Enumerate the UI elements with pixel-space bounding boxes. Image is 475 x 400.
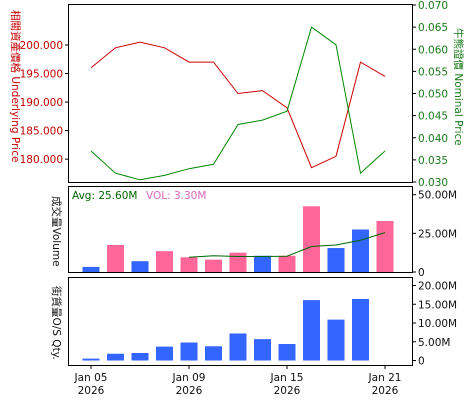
outstanding-bar [229, 333, 247, 361]
os-tick-label: 20.00M [418, 281, 457, 293]
left-tick-label: 195.000 [20, 69, 63, 81]
volume-bar [254, 255, 271, 272]
volume-axis-label: 成交量Volume [50, 196, 63, 267]
x-tick-year: 2026 [274, 385, 301, 397]
outstanding-bar [131, 353, 149, 361]
right-tick-label: 0.055 [418, 66, 448, 78]
right-tick-label: 0.070 [418, 0, 448, 12]
x-tick-year: 2026 [372, 385, 399, 397]
right-tick-label: 0.030 [418, 177, 448, 189]
volume-bar [131, 261, 149, 272]
outstanding-bar [278, 344, 296, 361]
outstanding-bar [180, 342, 198, 361]
volume-tick-label: 0 [418, 267, 425, 279]
volume-bar [303, 206, 320, 272]
volume-bar [352, 229, 369, 272]
os-tick-label: 5.00M [418, 337, 450, 349]
underlying-price-line [90, 41, 386, 169]
right-tick-label: 0.040 [418, 133, 448, 145]
outstanding-bar [303, 300, 320, 361]
x-tick-label: Jan 15 [270, 372, 304, 384]
os-tick-label: 0 [418, 356, 425, 368]
right-tick-label: 0.065 [418, 22, 448, 34]
volume-average-line [188, 232, 386, 258]
outstanding-bar [254, 339, 271, 361]
volume-bar [229, 252, 247, 272]
volume-tick-label: 25.00M [418, 228, 457, 240]
right-tick-label: 0.035 [418, 155, 448, 167]
volume-bar [376, 221, 394, 272]
avg-volume-label: Avg: 25.60M [72, 190, 137, 202]
left-tick-label: 190.000 [20, 97, 63, 109]
volume-tick-label: 50.00M [418, 190, 457, 202]
outstanding-bar [205, 346, 222, 361]
left-tick-label: 180.000 [20, 154, 63, 166]
x-tick-year: 2026 [78, 385, 105, 397]
volume-bar [180, 257, 198, 272]
x-tick-label: Jan 05 [74, 372, 108, 384]
outstanding-bar [327, 319, 345, 361]
x-tick-label: Jan 09 [172, 372, 206, 384]
os-tick-label: 10.00M [418, 318, 457, 330]
outstanding-bar [107, 353, 124, 361]
outstanding-bar [156, 346, 173, 361]
os-tick-label: 15.00M [418, 299, 457, 311]
right-tick-label: 0.050 [418, 89, 448, 101]
outstanding-bar [82, 358, 100, 361]
volume-bar [327, 248, 345, 272]
nominal-price-line [90, 26, 386, 181]
current-volume-label: VOL: 3.30M [146, 190, 206, 202]
x-tick-label: Jan 21 [368, 372, 402, 384]
volume-bar [205, 259, 222, 272]
nominal-axis-label: 牛熊證價 Nominal Price [452, 28, 465, 146]
left-tick-label: 200.000 [20, 40, 63, 52]
right-tick-label: 0.060 [418, 44, 448, 56]
outstanding-bar [352, 299, 369, 361]
volume-bar [82, 266, 100, 272]
underlying-axis-label: 相關資產價格 Underlying Price [9, 10, 22, 162]
right-tick-label: 0.045 [418, 111, 448, 123]
volume-bar [156, 251, 173, 272]
volume-bar [278, 255, 296, 272]
x-tick-year: 2026 [176, 385, 203, 397]
volume-bar [107, 244, 124, 272]
os-qty-axis-label: 街貨量O/S Qty. [50, 286, 63, 360]
left-tick-label: 185.000 [20, 126, 63, 138]
